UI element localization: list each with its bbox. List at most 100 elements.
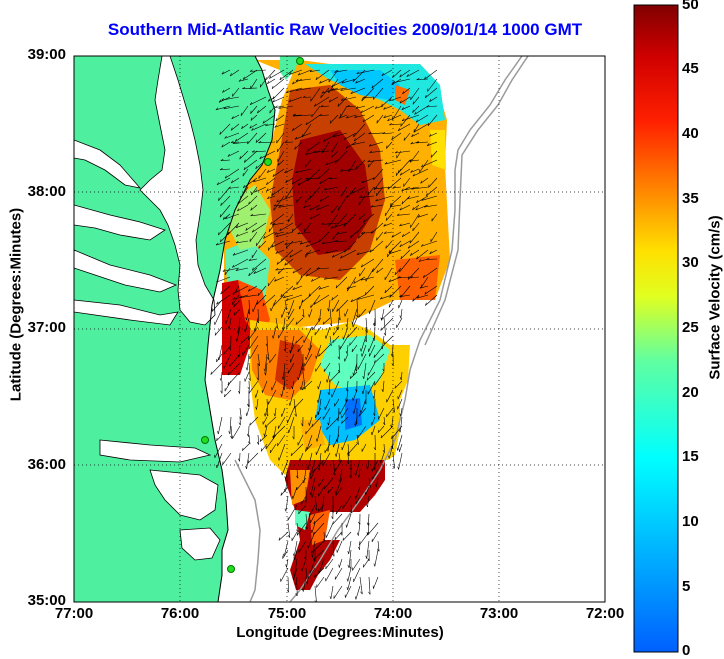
velocity-arrowhead (312, 532, 314, 536)
velocity-arrowhead (371, 85, 374, 89)
velocity-arrowhead (420, 243, 424, 247)
velocity-arrow (313, 294, 330, 305)
velocity-arrow (310, 513, 316, 524)
velocity-arrowhead (242, 76, 245, 80)
velocity-arrow (223, 344, 232, 355)
velocity-arrowhead (368, 143, 372, 147)
velocity-arrowhead (390, 353, 393, 357)
velocity-arrow (337, 425, 340, 443)
velocity-arrowhead (334, 160, 337, 164)
velocity-arrow (356, 222, 366, 234)
velocity-arrow (302, 96, 312, 98)
velocity-arrowhead (334, 536, 336, 540)
velocity-arrowhead (280, 492, 282, 496)
velocity-arrow (336, 540, 343, 553)
velocity-arrow (312, 317, 322, 331)
velocity-arrowhead (338, 268, 341, 271)
velocity-arrowhead (336, 308, 338, 312)
velocity-arrowhead (245, 465, 247, 469)
velocity-arrow (352, 389, 358, 401)
velocity-arrowhead (373, 413, 376, 416)
velocity-arrow (250, 105, 258, 114)
velocity-arrow (369, 240, 384, 253)
velocity-arrowhead (308, 293, 311, 297)
velocity-arrowhead (347, 564, 350, 568)
velocity-arrow (258, 240, 267, 249)
velocity-arrow (315, 407, 322, 418)
velocity-arrowhead (385, 245, 387, 249)
velocity-arrowhead (224, 135, 227, 139)
velocity-arrowhead (415, 207, 418, 211)
velocity-arrow (251, 249, 258, 259)
velocity-arrow (281, 249, 294, 262)
velocity-arrowhead (373, 354, 375, 358)
velocity-arrow (357, 294, 375, 300)
velocity-arrowhead (263, 433, 265, 437)
velocity-arrow (358, 308, 367, 318)
velocity-arrowhead (381, 388, 384, 392)
velocity-arrowhead (331, 297, 334, 301)
velocity-arrow (315, 69, 330, 80)
velocity-arrow (334, 150, 348, 164)
velocity-arrowhead (352, 78, 355, 82)
velocity-arrowhead (288, 72, 292, 75)
velocity-arrow (371, 425, 376, 436)
x-tick-label: 74:00 (373, 605, 413, 622)
velocity-arrow (314, 326, 322, 336)
velocity-arrow (368, 477, 371, 488)
velocity-arrowhead (279, 228, 282, 232)
colorbar-tick-label: 40 (682, 125, 699, 142)
velocity-arrowhead (346, 586, 348, 590)
velocity-arrowhead (345, 324, 348, 328)
coastline (204, 56, 276, 602)
velocity-arrow (410, 141, 420, 145)
velocity-arrowhead (273, 413, 276, 417)
velocity-arrowhead (304, 499, 307, 503)
velocity-arrow (290, 443, 304, 457)
velocity-arrow (424, 69, 438, 80)
velocity-arrow (251, 150, 267, 153)
velocity-arrow (287, 213, 294, 223)
velocity-arrowhead (375, 484, 377, 488)
velocity-arrow (282, 362, 286, 380)
velocity-arrow (296, 195, 303, 203)
velocity-arrow (340, 168, 357, 172)
velocity-arrow (348, 540, 352, 555)
velocity-arrowhead (309, 69, 313, 72)
y-axis-label: Latitude (Degrees:Minutes) (7, 207, 25, 402)
velocity-arrow (300, 495, 307, 505)
velocity-arrow (218, 186, 231, 201)
velocity-arrow (359, 576, 363, 595)
velocity-arrowhead (400, 294, 402, 298)
velocity-arrowhead (358, 235, 360, 239)
velocity-arrowhead (308, 314, 310, 318)
velocity-arrowhead (287, 535, 291, 538)
velocity-arrowhead (356, 252, 360, 255)
velocity-arrowhead (214, 332, 216, 336)
velocity-arrowhead (399, 315, 402, 319)
velocity-arrow (319, 114, 330, 116)
velocity-arrowhead (262, 120, 265, 124)
velocity-arrow (420, 276, 429, 288)
velocity-arrowhead (335, 285, 338, 289)
velocity-arrowhead (353, 280, 356, 284)
velocity-field (222, 60, 450, 590)
velocity-arrow (334, 398, 340, 407)
velocity-arrow (318, 452, 322, 471)
velocity-arrowhead (308, 422, 310, 426)
velocity-arrowhead (210, 371, 212, 375)
velocity-arrow (248, 258, 258, 261)
velocity-arrowhead (326, 426, 328, 430)
velocity-arrow (227, 371, 241, 386)
velocity-arrow (362, 380, 367, 395)
velocity-arrowhead (411, 134, 414, 137)
velocity-arrowhead (332, 521, 334, 525)
velocity-arrow (367, 495, 370, 508)
velocity-arrow (419, 285, 429, 289)
velocity-arrow (325, 522, 334, 538)
velocity-arrowhead (314, 574, 316, 578)
velocity-arrow (251, 123, 267, 131)
velocity-arrowhead (235, 338, 238, 342)
velocity-arrowhead (317, 508, 320, 512)
velocity-arrow (266, 186, 276, 192)
